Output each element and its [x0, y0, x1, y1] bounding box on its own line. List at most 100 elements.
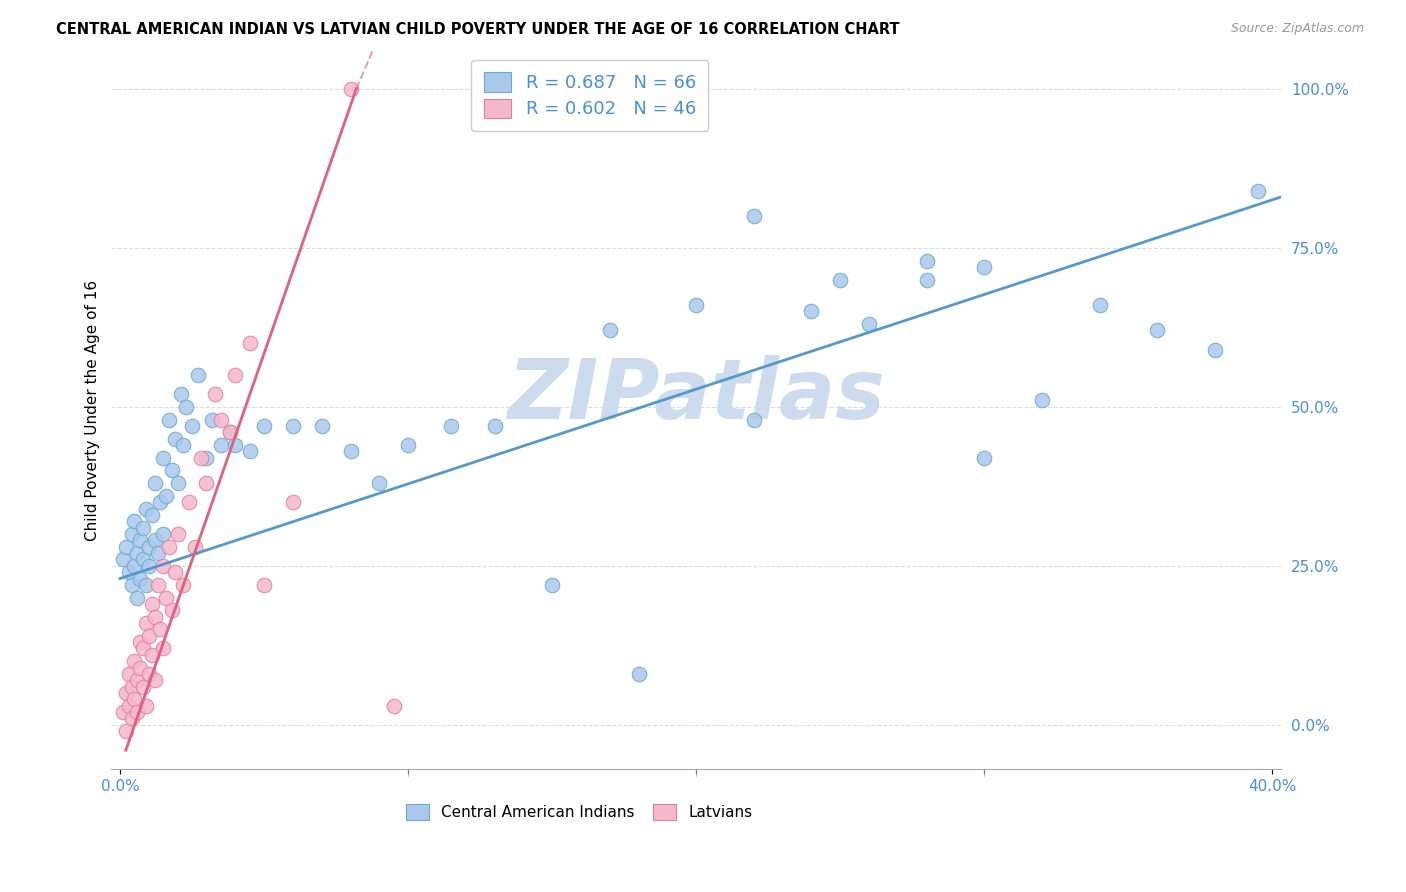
Point: [143, 533, 166, 548]
Point: [339, 82, 361, 96]
Point: [1204, 343, 1226, 357]
Point: [224, 368, 246, 382]
Point: [121, 680, 143, 694]
Point: [169, 387, 191, 401]
Point: [129, 635, 152, 649]
Point: [149, 495, 172, 509]
Point: [201, 412, 224, 426]
Point: [124, 514, 146, 528]
Point: [121, 711, 143, 725]
Point: [742, 209, 765, 223]
Point: [160, 603, 183, 617]
Point: [368, 476, 391, 491]
Point: [127, 546, 149, 560]
Point: [179, 495, 201, 509]
Point: [127, 705, 149, 719]
Point: [311, 418, 333, 433]
Point: [160, 463, 183, 477]
Point: [382, 698, 405, 713]
Point: [127, 591, 149, 605]
Point: [121, 578, 143, 592]
Point: [627, 667, 650, 681]
Point: [129, 660, 152, 674]
Point: [118, 698, 141, 713]
Text: Source: ZipAtlas.com: Source: ZipAtlas.com: [1230, 22, 1364, 36]
Point: [440, 418, 463, 433]
Point: [152, 558, 174, 573]
Point: [204, 387, 226, 401]
Point: [129, 533, 152, 548]
Point: [1088, 298, 1111, 312]
Text: CENTRAL AMERICAN INDIAN VS LATVIAN CHILD POVERTY UNDER THE AGE OF 16 CORRELATION: CENTRAL AMERICAN INDIAN VS LATVIAN CHILD…: [56, 22, 900, 37]
Point: [166, 476, 188, 491]
Text: ZIPatlas: ZIPatlas: [508, 355, 886, 436]
Point: [685, 298, 707, 312]
Point: [118, 565, 141, 579]
Point: [218, 425, 240, 440]
Point: [541, 578, 564, 592]
Point: [172, 438, 194, 452]
Point: [1146, 324, 1168, 338]
Point: [135, 578, 157, 592]
Point: [157, 412, 180, 426]
Point: [396, 438, 419, 452]
Point: [339, 444, 361, 458]
Point: [111, 705, 134, 719]
Point: [138, 629, 160, 643]
Point: [176, 400, 198, 414]
Point: [138, 667, 160, 681]
Point: [184, 540, 207, 554]
Point: [118, 667, 141, 681]
Point: [858, 317, 880, 331]
Point: [141, 597, 163, 611]
Point: [484, 418, 506, 433]
Point: [190, 450, 212, 465]
Point: [132, 641, 155, 656]
Point: [172, 578, 194, 592]
Point: [132, 521, 155, 535]
Point: [141, 508, 163, 522]
Point: [155, 591, 177, 605]
Point: [281, 495, 304, 509]
Point: [239, 444, 262, 458]
Point: [121, 527, 143, 541]
Point: [253, 578, 276, 592]
Point: [141, 648, 163, 662]
Point: [195, 450, 218, 465]
Point: [132, 552, 155, 566]
Point: [132, 680, 155, 694]
Point: [1031, 393, 1053, 408]
Point: [195, 476, 218, 491]
Point: [127, 673, 149, 688]
Point: [800, 304, 823, 318]
Point: [209, 438, 232, 452]
Legend: Central American Indians, Latvians: Central American Indians, Latvians: [401, 797, 758, 826]
Point: [114, 724, 136, 739]
Y-axis label: Child Poverty Under the Age of 16: Child Poverty Under the Age of 16: [86, 279, 100, 541]
Point: [143, 609, 166, 624]
Point: [146, 546, 169, 560]
Point: [163, 565, 186, 579]
Point: [157, 540, 180, 554]
Point: [135, 698, 157, 713]
Point: [143, 476, 166, 491]
Point: [915, 253, 938, 268]
Point: [135, 501, 157, 516]
Point: [218, 425, 240, 440]
Point: [114, 540, 136, 554]
Point: [224, 438, 246, 452]
Point: [830, 272, 852, 286]
Point: [253, 418, 276, 433]
Point: [239, 336, 262, 351]
Point: [1247, 184, 1270, 198]
Point: [152, 641, 174, 656]
Point: [281, 418, 304, 433]
Point: [915, 272, 938, 286]
Point: [163, 432, 186, 446]
Point: [138, 558, 160, 573]
Point: [973, 260, 995, 274]
Point: [209, 412, 232, 426]
Point: [166, 527, 188, 541]
Point: [138, 540, 160, 554]
Point: [124, 692, 146, 706]
